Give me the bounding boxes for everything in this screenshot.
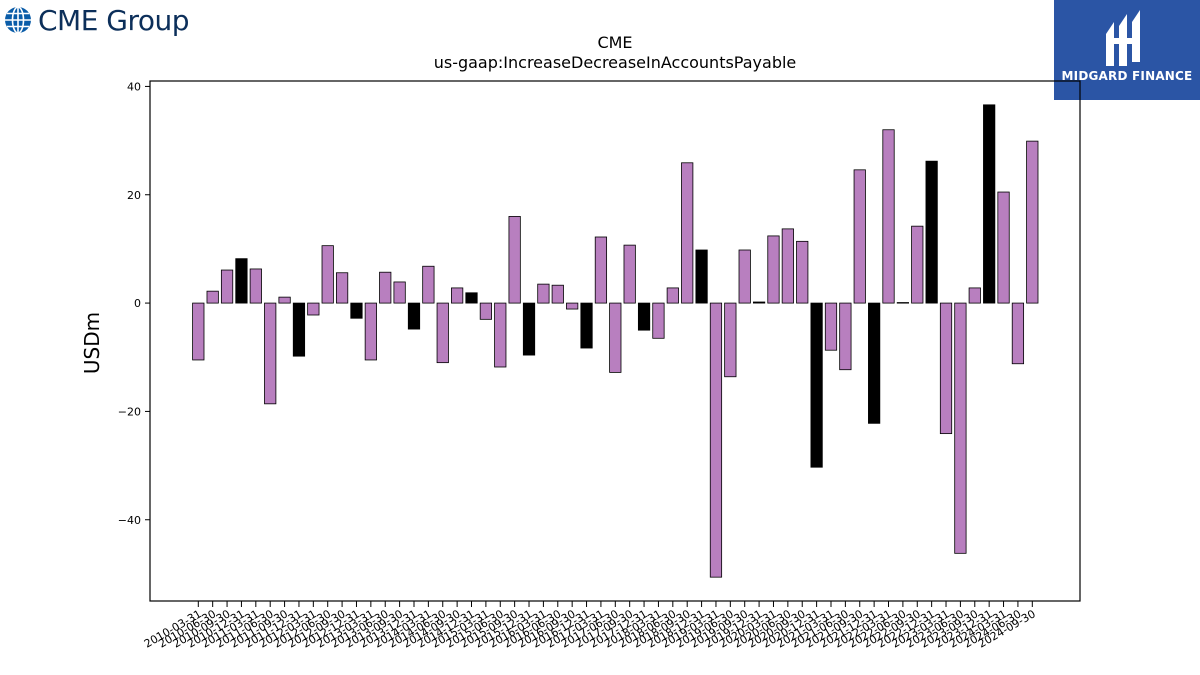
bar-2021-03-31 [824, 302, 838, 351]
bar-2021-09-30 [853, 169, 866, 304]
bar-2016-03-31 [537, 283, 550, 304]
bar-2013-03-31 [364, 302, 377, 361]
y-tick-label: −20 [118, 405, 141, 418]
bar-2022-06-30 [896, 302, 909, 304]
y-tick-label: 40 [127, 80, 141, 93]
midgard-finance-wordmark: MIDGARD FINANCE [1061, 69, 1193, 83]
bar-2018-03-31 [652, 302, 665, 339]
bar-2022-09-30 [911, 225, 924, 304]
bar-2015-03-31 [479, 302, 492, 320]
bar-2015-12-31 [522, 302, 536, 356]
bar-2019-12-31 [752, 301, 766, 304]
bar-2018-06-30 [666, 287, 679, 304]
bar-2019-03-31 [709, 302, 723, 578]
bar-2017-03-31 [594, 236, 608, 304]
chart-title: CME [597, 33, 632, 52]
bar-2021-06-30 [839, 302, 852, 371]
bar-2020-03-31 [767, 235, 780, 304]
bar-2010-06-30 [206, 290, 219, 304]
cme-group-logo: CME Group [4, 2, 190, 38]
bar-2023-06-30 [954, 302, 967, 554]
bar-2023-12-31 [983, 104, 996, 304]
bar-2011-06-30 [264, 302, 277, 405]
bar-2020-09-30 [796, 240, 809, 304]
bar-2011-03-31 [249, 268, 262, 304]
bar-2014-06-30 [436, 302, 449, 364]
bar-2024-03-31 [997, 191, 1010, 304]
bar-2016-12-31 [580, 302, 593, 349]
bar-2016-09-30 [566, 302, 579, 310]
bar-2010-09-30 [220, 269, 234, 304]
bar-2018-09-30 [681, 162, 694, 304]
cme-group-wordmark: CME Group [38, 3, 190, 37]
bar-2023-09-30 [968, 287, 981, 304]
chart-subtitle: us-gaap:IncreaseDecreaseInAccountsPayabl… [434, 53, 797, 72]
y-axis-label: USDm [80, 312, 104, 374]
y-tick-label: 20 [127, 189, 141, 202]
midgard-emblem-icon [1106, 10, 1140, 66]
bar-2018-12-31 [695, 249, 708, 304]
plot-frame [149, 80, 1081, 602]
bar-2011-12-31 [292, 302, 306, 357]
bar-2010-12-31 [235, 258, 248, 304]
bar-2017-09-30 [623, 244, 636, 304]
bar-2022-12-31 [925, 160, 938, 304]
globe-icon [5, 6, 31, 34]
bar-2016-06-30 [551, 284, 564, 304]
bar-2017-12-31 [637, 302, 651, 331]
bar-2012-06-30 [321, 245, 334, 304]
bar-2020-06-30 [781, 228, 794, 304]
bar-2024-09-30 [1026, 140, 1039, 304]
bar-2019-09-30 [738, 249, 751, 304]
bar-2014-09-30 [451, 287, 464, 304]
y-axis-ticks: 40 20 0 −20 −40 [118, 80, 150, 527]
bar-2019-06-30 [724, 302, 737, 378]
x-axis-ticks: 2010-03-312010-06-302010-09-302010-12-31… [142, 601, 1038, 651]
bar-2014-12-31 [465, 292, 478, 304]
bar-2024-06-30 [1011, 302, 1025, 365]
bar-2013-09-30 [393, 281, 406, 304]
bar-2013-06-30 [379, 271, 392, 304]
y-tick-label: −40 [118, 514, 141, 527]
bar-2013-12-31 [407, 302, 421, 330]
y-tick-label: 0 [134, 297, 141, 310]
bar-2012-12-31 [350, 302, 363, 319]
bar-2011-09-30 [278, 296, 291, 304]
bar-2021-12-31 [868, 302, 881, 424]
bar-2020-12-31 [810, 302, 823, 468]
bars-group [192, 104, 1039, 578]
midgard-finance-logo: MIDGARD FINANCE [1054, 0, 1200, 100]
bar-2012-03-31 [307, 302, 320, 316]
bar-2015-06-30 [494, 302, 507, 368]
bar-2017-06-30 [609, 302, 622, 373]
bar-2010-03-31 [192, 302, 205, 361]
bar-2014-03-31 [422, 265, 435, 304]
bar-2022-03-31 [882, 129, 895, 304]
bar-2012-09-30 [335, 272, 349, 304]
bar-2023-03-31 [939, 302, 953, 435]
bar-2015-09-30 [508, 216, 521, 304]
